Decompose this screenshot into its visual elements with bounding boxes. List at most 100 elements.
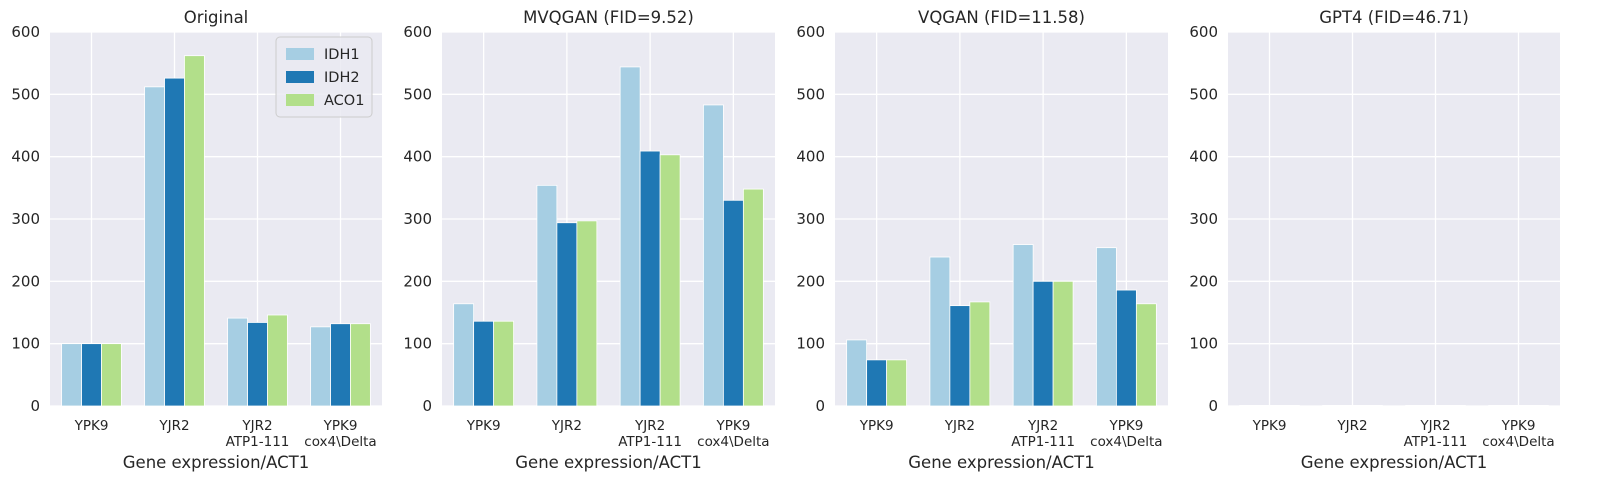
chart-title: MVQGAN (FID=9.52) (523, 8, 694, 27)
bar-idh2-2 (1342, 404, 1363, 407)
x-tick-label: YPK9 (715, 418, 750, 434)
bar-idh2-2 (949, 305, 971, 407)
y-tick-label: 400 (11, 148, 40, 166)
bar-aco1-3 (267, 314, 288, 407)
bar-idh1-1 (846, 339, 868, 407)
y-tick-label: 300 (1189, 210, 1218, 228)
x-tick-label: YJR2 (551, 418, 582, 434)
bar-aco1-3 (1445, 404, 1466, 407)
bar-aco1-3 (1052, 280, 1074, 407)
bar-aco1-4 (1135, 303, 1157, 407)
x-tick-label: ATP1-111 (1404, 434, 1468, 450)
x-axis-label: Gene expression/ACT1 (908, 453, 1094, 472)
x-tick-label: ATP1-111 (618, 434, 682, 450)
y-tick-label: 400 (403, 148, 432, 166)
x-tick-label: YJR2 (241, 418, 272, 434)
bar-idh2-2 (556, 222, 578, 407)
y-tick-label: 100 (796, 335, 825, 353)
bar-idh1-3 (1405, 404, 1426, 407)
chart-title: VQGAN (FID=11.58) (918, 8, 1085, 27)
bar-aco1-4 (742, 188, 764, 407)
bar-idh1-3 (1012, 244, 1034, 407)
y-tick-label: 100 (403, 335, 432, 353)
y-tick-label: 0 (30, 397, 40, 415)
bar-aco1-2 (1362, 404, 1383, 407)
x-tick-label: YPK9 (74, 418, 109, 434)
bar-aco1-1 (493, 320, 514, 407)
x-tick-label: YPK9 (323, 418, 358, 434)
bar-idh2-3 (247, 322, 268, 407)
x-tick-label: YPK9 (1108, 418, 1143, 434)
x-tick-label: cox4\Delta (1090, 434, 1162, 450)
y-tick-label: 200 (1189, 272, 1218, 290)
x-tick-label: YJR2 (158, 418, 189, 434)
bar-aco1-2 (969, 301, 991, 407)
x-tick-label: YPK9 (466, 418, 501, 434)
y-tick-label: 500 (403, 85, 432, 103)
y-tick-label: 100 (1189, 335, 1218, 353)
x-axis-label: Gene expression/ACT1 (1301, 453, 1487, 472)
y-tick-label: 200 (403, 272, 432, 290)
x-axis-label: Gene expression/ACT1 (123, 453, 309, 472)
x-tick-label: cox4\Delta (697, 434, 769, 450)
bar-idh1-1 (61, 343, 82, 407)
bar-idh2-1 (473, 320, 495, 407)
y-tick-label: 500 (1189, 85, 1218, 103)
bar-idh1-3 (619, 66, 641, 407)
x-tick-label: YPK9 (1252, 418, 1287, 434)
legend: IDH1 IDH2 ACO1 (275, 36, 373, 118)
chart-title: Original (184, 8, 249, 27)
x-tick-label: YPK9 (1501, 418, 1536, 434)
bar-aco1-2 (184, 55, 205, 407)
bar-idh1-1 (453, 303, 475, 407)
bar-idh1-2 (929, 256, 951, 407)
y-tick-label: 500 (11, 85, 40, 103)
y-tick-label: 300 (796, 210, 825, 228)
x-tick-label: YJR2 (944, 418, 975, 434)
bar-idh2-4 (330, 323, 351, 407)
x-tick-label: YJR2 (634, 418, 665, 434)
bar-aco1-4 (1528, 404, 1549, 407)
y-tick-label: 0 (815, 397, 825, 415)
y-tick-label: 400 (1189, 148, 1218, 166)
y-tick-label: 100 (11, 335, 40, 353)
legend-swatch-aco1 (286, 94, 314, 106)
legend-label-idh2: IDH2 (324, 70, 360, 86)
x-tick-label: cox4\Delta (1482, 434, 1554, 450)
y-tick-label: 600 (796, 23, 825, 41)
bar-aco1-3 (659, 154, 681, 407)
y-tick-label: 600 (403, 23, 432, 41)
bar-idh2-1 (866, 359, 888, 407)
bar-idh2-2 (164, 77, 185, 407)
y-tick-label: 200 (796, 272, 825, 290)
bar-idh1-4 (1096, 247, 1117, 407)
bar-idh2-3 (1425, 404, 1446, 407)
x-tick-label: cox4\Delta (304, 434, 376, 450)
bar-idh1-2 (536, 184, 558, 407)
bar-idh1-4 (703, 104, 724, 407)
y-tick-label: 200 (11, 272, 40, 290)
bar-idh1-4 (1488, 404, 1509, 407)
x-tick-label: YJR2 (1027, 418, 1058, 434)
x-tick-label: YPK9 (859, 418, 894, 434)
bar-idh1-1 (1239, 404, 1260, 407)
bar-idh1-2 (144, 86, 165, 407)
bar-idh2-1 (1259, 404, 1280, 407)
bar-idh2-1 (81, 343, 102, 407)
bar-aco1-2 (576, 220, 598, 407)
bar-idh2-4 (1115, 289, 1137, 407)
bar-idh2-4 (1508, 404, 1529, 407)
x-tick-label: ATP1-111 (226, 434, 290, 450)
y-tick-label: 600 (11, 23, 40, 41)
bar-idh1-4 (310, 326, 331, 407)
bar-idh1-2 (1322, 404, 1343, 407)
y-tick-label: 600 (1189, 23, 1218, 41)
bar-idh1-3 (227, 317, 248, 407)
bar-aco1-1 (101, 343, 122, 407)
x-axis-label: Gene expression/ACT1 (515, 453, 701, 472)
